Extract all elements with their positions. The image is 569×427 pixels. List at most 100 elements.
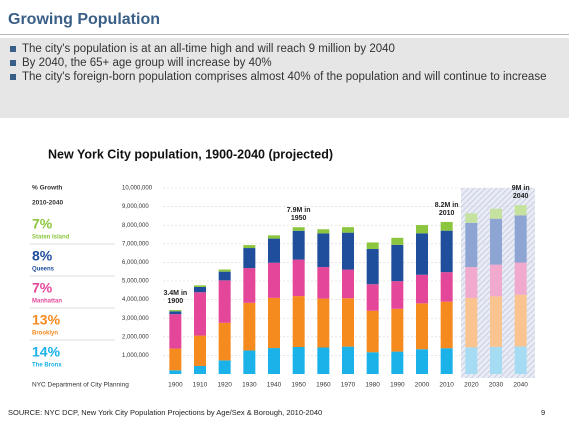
bar-segment xyxy=(465,213,478,223)
bar-segment xyxy=(440,301,453,349)
legend-label: The Bronx xyxy=(32,363,62,369)
bar-segment xyxy=(416,303,428,350)
legend-label: Manhattan xyxy=(32,299,62,305)
legend-subtitle: 2010-2040 xyxy=(32,200,63,207)
x-tick-label: 1960 xyxy=(316,382,331,389)
bar-segment xyxy=(490,208,502,219)
chart-source: NYC Department of City Planning xyxy=(32,382,129,389)
y-tick-label: 9,000,000 xyxy=(122,204,149,210)
x-tick-label: 1970 xyxy=(341,382,356,389)
bar-segment xyxy=(268,262,280,298)
bar-segment xyxy=(342,269,354,299)
bar-segment xyxy=(366,352,379,374)
bar-segment xyxy=(243,302,256,351)
legend-growth: 14% xyxy=(32,344,61,360)
bar-segment xyxy=(514,215,527,263)
bar-segment xyxy=(194,335,206,366)
x-tick-label: 1930 xyxy=(242,382,257,389)
bar-segment xyxy=(465,347,478,374)
bar-segment xyxy=(391,281,404,309)
bar-segment xyxy=(366,284,379,311)
bar-segment xyxy=(169,348,182,371)
bullet: By 2040, the 65+ age group will increase… xyxy=(10,56,561,70)
total-label: 9M in 2040 xyxy=(511,185,530,201)
bar-segment xyxy=(342,232,354,270)
bar-segment xyxy=(366,242,379,250)
y-tick-label: 4,000,000 xyxy=(122,297,149,303)
bar-segment xyxy=(292,347,305,374)
bar-segment xyxy=(218,280,231,323)
bar-segment xyxy=(243,248,256,269)
bar-segment xyxy=(490,296,502,347)
slide-title: Growing Population xyxy=(8,11,160,28)
legend-label: Queens xyxy=(32,267,55,273)
legend-label: Staten Island xyxy=(32,235,70,241)
y-tick-label: 6,000,000 xyxy=(122,260,149,266)
bar-segment xyxy=(194,292,206,336)
x-tick-label: 2030 xyxy=(489,382,504,389)
bullet: The city's population is at an all-time … xyxy=(10,42,561,56)
x-tick-label: 1900 xyxy=(168,382,183,389)
bar-segment xyxy=(391,351,404,374)
bar-segment xyxy=(243,268,256,303)
bar-segment xyxy=(218,271,231,281)
bar-segment xyxy=(317,267,330,299)
bar-segment xyxy=(391,237,404,245)
bar-segment xyxy=(514,294,527,347)
footer-source: SOURCE: NYC DCP, New York City Populatio… xyxy=(8,408,323,417)
y-tick-label: 10,000,000 xyxy=(122,186,153,192)
bar-segment xyxy=(440,272,453,302)
bar-segment xyxy=(292,296,305,348)
bar-segment xyxy=(292,259,305,297)
x-tick-label: 1950 xyxy=(291,382,306,389)
bar-segment xyxy=(465,297,478,348)
legend-title: % Growth xyxy=(32,185,62,192)
bar-segment xyxy=(391,308,404,352)
bar-segment xyxy=(490,218,502,265)
page-number: 9 xyxy=(541,408,546,417)
y-tick-label: 1,000,000 xyxy=(122,353,149,359)
title-rule xyxy=(0,34,569,35)
legend-growth: 7% xyxy=(32,280,53,296)
bar-segment xyxy=(317,233,330,268)
y-tick-label: 5,000,000 xyxy=(122,279,149,285)
total-label: 8.2M in 2010 xyxy=(434,201,459,217)
bar-segment xyxy=(342,298,354,347)
legend-growth: 13% xyxy=(32,312,61,328)
x-tick-label: 1980 xyxy=(365,382,380,389)
bar-segment xyxy=(317,229,330,234)
bar-segment xyxy=(243,245,256,249)
bar-segment xyxy=(514,262,527,295)
bar-segment xyxy=(490,346,502,374)
bar-segment xyxy=(169,314,182,349)
bar-segment xyxy=(416,233,428,275)
x-tick-label: 2040 xyxy=(513,382,528,389)
legend-growth: 7% xyxy=(32,216,53,232)
bar-segment xyxy=(218,360,231,374)
y-tick-label: 2,000,000 xyxy=(122,334,149,340)
bar-segment xyxy=(416,349,428,374)
bar-segment xyxy=(194,285,206,287)
bar-segment xyxy=(268,297,280,349)
bar-segment xyxy=(169,370,182,374)
bar-segment xyxy=(342,346,354,374)
bar-segment xyxy=(268,348,280,374)
bar-segment xyxy=(292,227,305,231)
bar-segment xyxy=(292,230,305,260)
bar-segment xyxy=(268,238,280,263)
x-tick-label: 1990 xyxy=(390,382,405,389)
total-label: 3.4M in 1900 xyxy=(163,290,188,306)
x-tick-label: 2000 xyxy=(415,382,430,389)
bar-segment xyxy=(416,225,428,234)
bar-segment xyxy=(416,274,428,304)
bar-segment xyxy=(490,264,502,297)
y-tick-label: 3,000,000 xyxy=(122,316,149,322)
bar-segment xyxy=(514,346,527,374)
bar-segment xyxy=(440,348,453,374)
y-tick-label: 8,000,000 xyxy=(122,223,149,229)
bar-segment xyxy=(194,365,206,374)
bar-segment xyxy=(317,347,330,374)
x-tick-label: 1910 xyxy=(193,382,208,389)
